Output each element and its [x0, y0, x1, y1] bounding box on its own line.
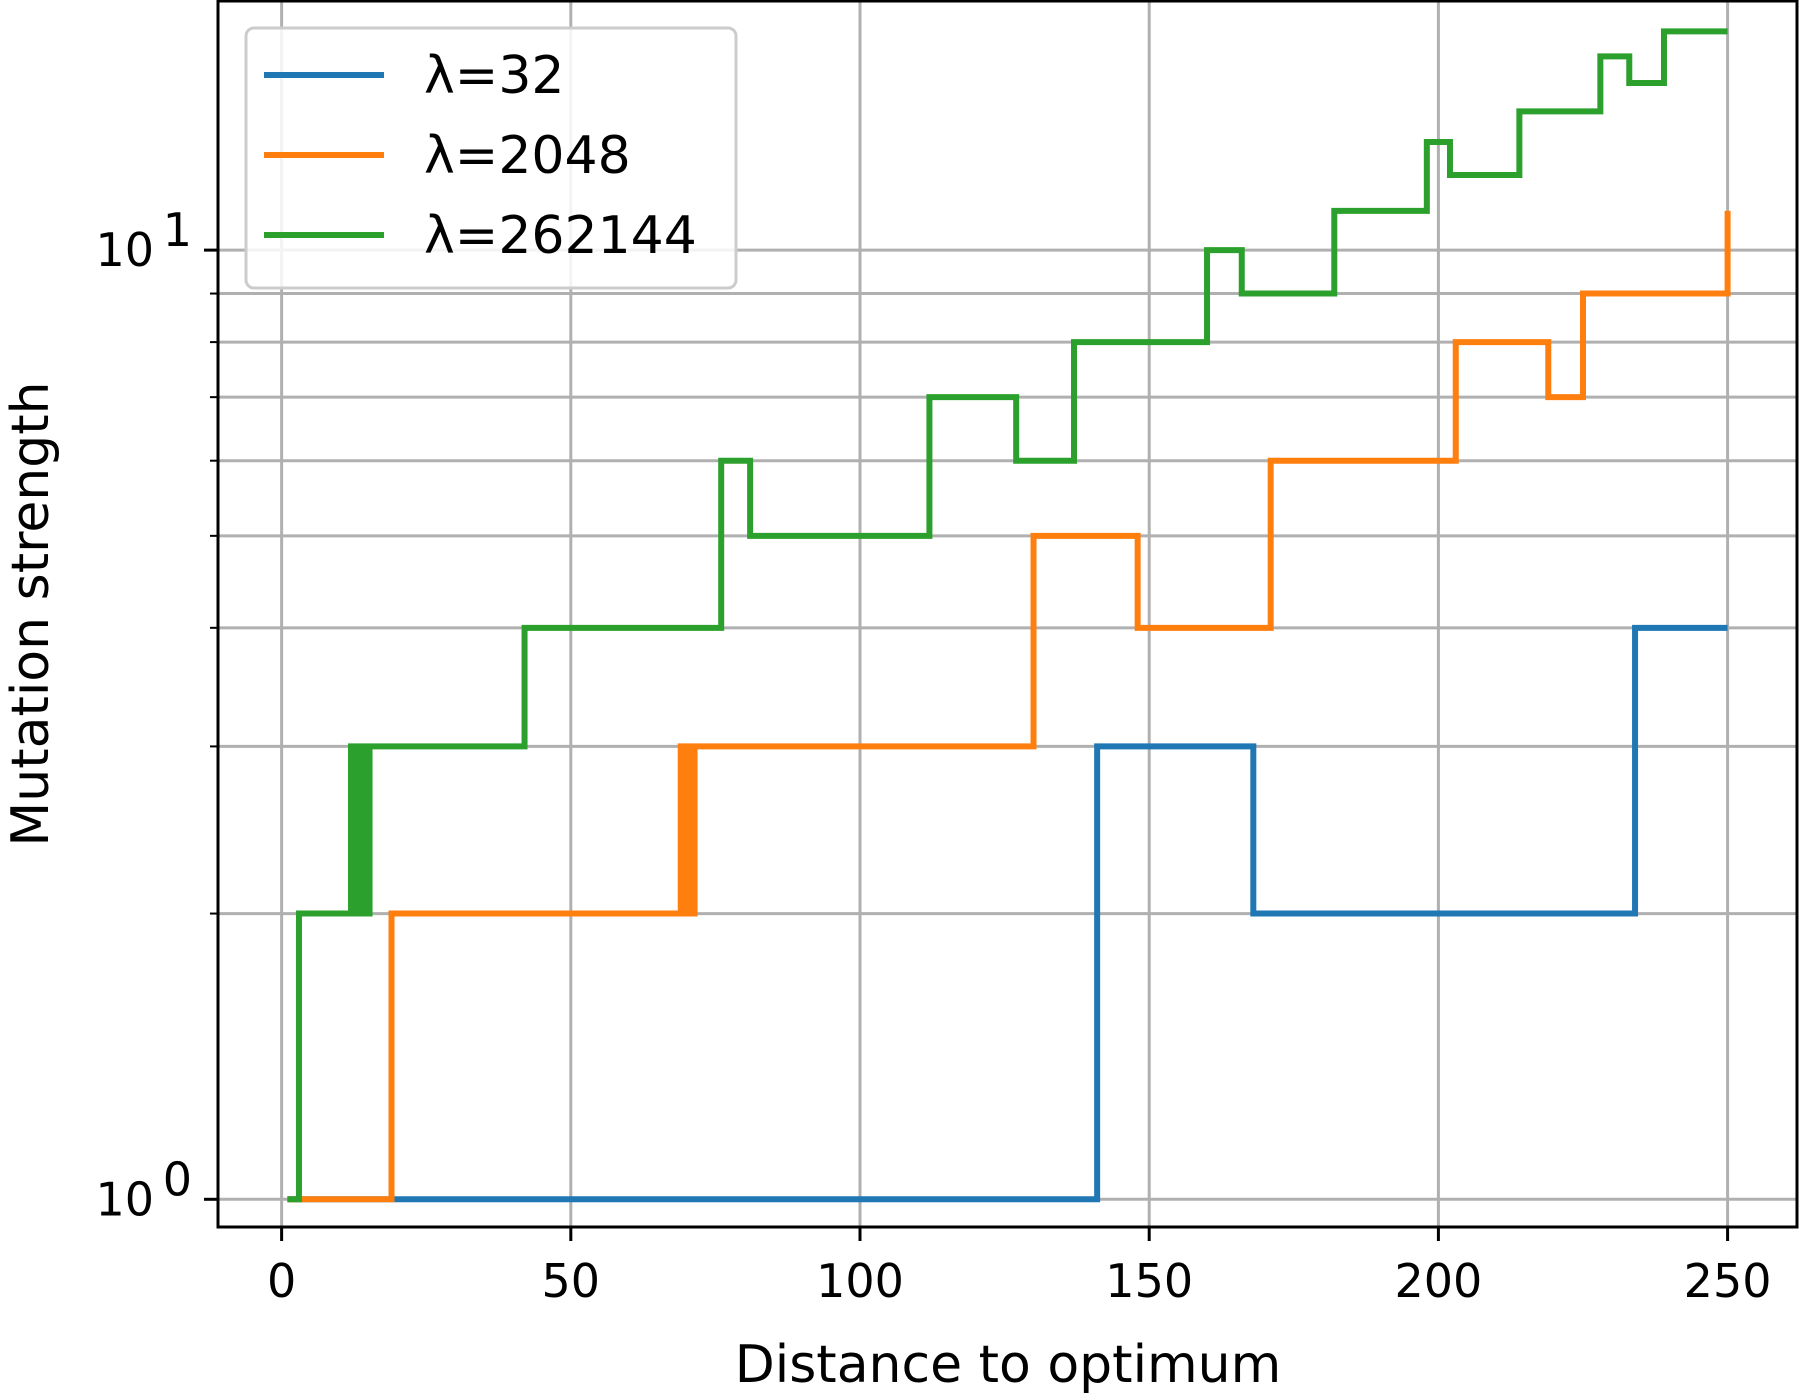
legend: λ=32 λ=2048 λ=262144 [244, 26, 738, 290]
x-tick-label-250: 250 [1684, 1254, 1772, 1308]
legend-box [244, 26, 738, 290]
y-tick-label-10: 10 [95, 223, 154, 277]
series-lines [287, 28, 1731, 1203]
y-tick-label-1: 10 [95, 1172, 154, 1226]
legend-label-lambda-262144: λ=262144 [424, 206, 697, 266]
legend-label-lambda-2048: λ=2048 [424, 126, 631, 186]
series-line--2048 [287, 210, 1731, 1203]
plot-frame [216, 0, 1799, 1229]
y-tick-label-exp-10: 1 [163, 203, 192, 257]
y-tick-label-exp-1: 0 [163, 1152, 192, 1206]
x-tick-label-50: 50 [542, 1254, 601, 1308]
x-tick-label-0: 0 [267, 1254, 296, 1308]
y-axis-label: Mutation strength [1, 381, 61, 846]
x-tick-label-100: 100 [816, 1254, 904, 1308]
series-line--32 [287, 624, 1728, 1203]
series-line--262144 [287, 28, 1728, 1203]
x-tick-label-200: 200 [1394, 1254, 1482, 1308]
x-tick-label-150: 150 [1105, 1254, 1193, 1308]
legend-label-lambda-32: λ=32 [424, 46, 565, 106]
x-axis-label: Distance to optimum [735, 1335, 1282, 1395]
